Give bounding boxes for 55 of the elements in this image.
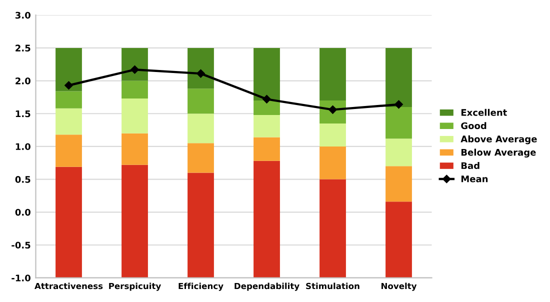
y-tick-label: 2.5: [16, 44, 30, 52]
bar: [188, 114, 214, 144]
bar: [320, 146, 346, 180]
bar: [386, 107, 412, 139]
bar: [122, 48, 148, 81]
bar: [122, 133, 148, 165]
bar: [320, 123, 346, 146]
legend-label: Above Average: [460, 135, 537, 144]
bar: [56, 166, 82, 278]
point: [394, 100, 403, 109]
bar: [188, 48, 214, 89]
x-tick-label: Efficiency: [178, 282, 224, 291]
bar: [254, 160, 280, 278]
bar: [122, 98, 148, 134]
bar: [122, 164, 148, 278]
x-tick-label: Novelty: [381, 282, 417, 291]
bar: [56, 108, 82, 135]
x-tick-label: Attractiveness: [34, 282, 103, 290]
bar: [254, 48, 280, 100]
bar: [320, 179, 346, 278]
legend-label: Below Average: [461, 148, 536, 158]
bar: [386, 138, 412, 166]
y-tick-label: -0.5: [12, 242, 30, 249]
bar: [254, 114, 280, 138]
y-tick-label: 1.0: [16, 143, 30, 150]
x-tick-label: Stimulation: [306, 282, 360, 290]
y-tick-label: 2.0: [16, 78, 30, 84]
bar: [386, 202, 412, 278]
y-tick-label: 1.5: [16, 110, 30, 118]
bar: [188, 143, 214, 173]
y-tick-label: 0.0: [15, 208, 30, 216]
bar: [122, 80, 148, 99]
bar: [386, 48, 412, 108]
point: [196, 69, 205, 78]
x-tick-label: Perspicuity: [109, 282, 161, 291]
bar: [56, 91, 82, 108]
legend-label: Mean: [461, 176, 488, 182]
y-tick-label: -1.0: [12, 274, 30, 282]
x-tick-label: Dependability: [234, 282, 300, 291]
legend-label: Excellent: [461, 108, 507, 116]
bar: [188, 172, 214, 278]
legend-label: Good: [461, 122, 486, 130]
point: [64, 81, 73, 90]
bar: [386, 166, 412, 202]
bar: [188, 88, 214, 114]
y-tick-label: 0.5: [15, 176, 30, 183]
bar: [56, 134, 82, 167]
bar: [56, 48, 82, 92]
point: [130, 65, 139, 74]
bar: [320, 48, 346, 100]
point: [262, 95, 271, 104]
y-tick-label: 3.0: [16, 12, 30, 19]
legend-label: Bad: [461, 162, 480, 170]
bar: [254, 100, 280, 115]
bar: [254, 137, 280, 161]
